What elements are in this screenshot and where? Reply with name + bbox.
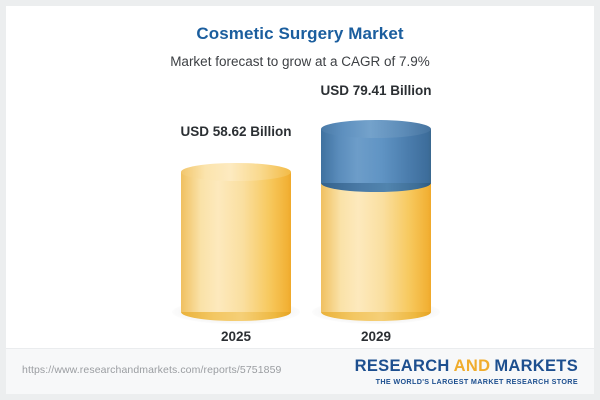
footer: https://www.researchandmarkets.com/repor… — [6, 348, 594, 394]
bar-group-2025[interactable]: USD 58.62 Billion 2025 — [172, 124, 300, 344]
chart-subtitle: Market forecast to grow at a CAGR of 7.9… — [170, 54, 430, 69]
cylinder-top-ellipse-2025 — [181, 163, 291, 181]
plot-area: USD 58.62 Billion 2025 USD 79.41 Billion — [6, 6, 594, 346]
chart-card: Cosmetic Surgery Market Market forecast … — [6, 6, 594, 394]
logo-word-research: RESEARCH — [354, 357, 450, 375]
bar-value-label-2025: USD 58.62 Billion — [180, 124, 292, 139]
cylinder-growth-2029 — [321, 120, 431, 192]
logo-word-markets: MARKETS — [494, 357, 578, 375]
cylinder-base-body-2029 — [321, 183, 431, 312]
cylinder-base-2029 — [321, 183, 431, 321]
logo-word-and: AND — [453, 357, 491, 375]
report-url[interactable]: https://www.researchandmarkets.com/repor… — [22, 364, 282, 376]
cylinder-growth-body-2029 — [321, 129, 431, 183]
logo-wordmark: RESEARCH AND MARKETS — [355, 357, 578, 376]
chart-title: Cosmetic Surgery Market — [196, 24, 404, 43]
logo-tagline: THE WORLD'S LARGEST MARKET RESEARCH STOR… — [375, 377, 578, 386]
research-and-markets-logo[interactable]: RESEARCH AND MARKETS THE WORLD'S LARGEST M… — [355, 357, 578, 387]
bar-category-label-2025: 2025 — [220, 329, 252, 344]
bar-category-label-2029: 2029 — [360, 329, 392, 344]
bar-value-label-2029: USD 79.41 Billion — [320, 83, 432, 98]
cylinder-body-2025 — [181, 172, 291, 312]
cylinder-2025 — [181, 163, 291, 321]
cylinder-top-ellipse-2029 — [321, 120, 431, 138]
bar-group-2029[interactable]: USD 79.41 Billion 2029 — [312, 83, 440, 344]
